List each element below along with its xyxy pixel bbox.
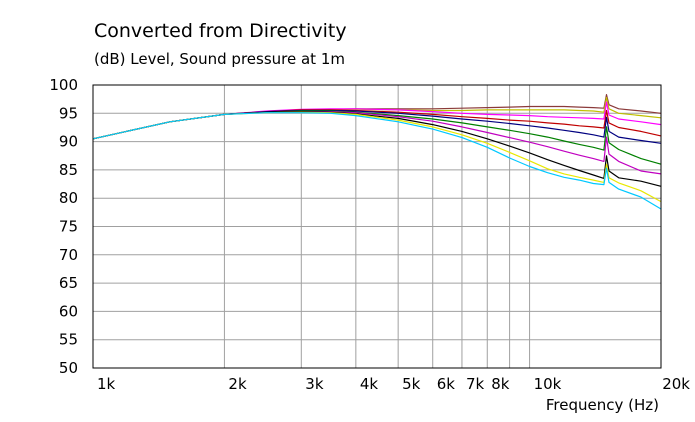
x-axis-label: Frequency (Hz): [546, 396, 659, 414]
x-tick-label: 10k: [534, 375, 562, 393]
y-tick-label: 95: [59, 104, 78, 122]
x-tick-label: 5k: [402, 375, 421, 393]
grid: [93, 85, 661, 368]
y-tick-label: 100: [49, 76, 78, 94]
series-line-8: [92, 110, 662, 187]
y-tick-label: 55: [59, 331, 78, 349]
y-tick-label: 70: [59, 246, 78, 264]
chart-subtitle: (dB) Level, Sound pressure at 1m: [94, 50, 345, 68]
tick-labels: 100 95 90 85 80 75 70 65 60 55 50 1k 2k 3k 4k 5k 6k 7k 8k 1…: [49, 76, 690, 393]
plot-frame: [92, 84, 662, 369]
x-tick-label: 3k: [305, 375, 324, 393]
y-tick-label: 85: [59, 161, 78, 179]
series-line-5: [92, 109, 662, 144]
x-tick-label: 4k: [360, 375, 379, 393]
y-tick-label: 65: [59, 274, 78, 292]
series-lines: [92, 93, 662, 210]
y-tick-label: 90: [59, 133, 78, 151]
x-tick-label: 20k: [662, 375, 690, 393]
x-tick-label: 7k: [466, 375, 485, 393]
series-line-10: [92, 112, 662, 210]
chart-title: Converted from Directivity: [94, 20, 347, 42]
y-tick-label: 80: [59, 189, 78, 207]
x-tick-label: 1k: [97, 375, 116, 393]
x-tick-label: 8k: [491, 375, 510, 393]
x-tick-label: 6k: [437, 375, 456, 393]
y-tick-label: 50: [59, 359, 78, 377]
y-tick-label: 75: [59, 218, 78, 236]
x-tick-label: 2k: [228, 375, 247, 393]
y-tick-label: 60: [59, 302, 78, 320]
